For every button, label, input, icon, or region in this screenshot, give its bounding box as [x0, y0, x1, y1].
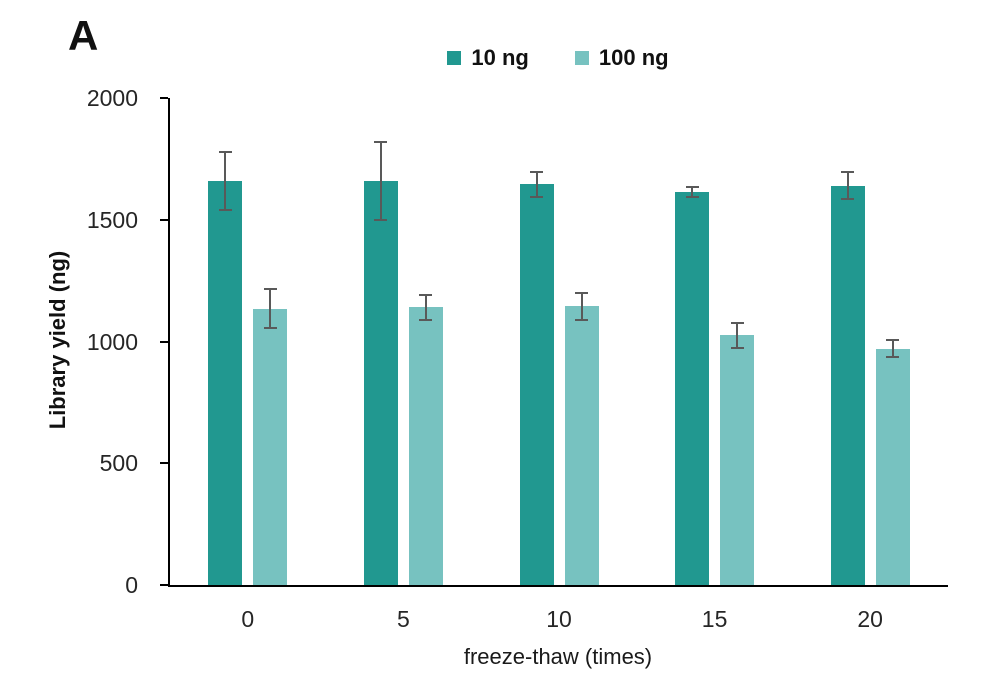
error-bar-cap-top	[374, 140, 388, 143]
legend-item-100ng: 100 ng	[574, 45, 669, 71]
legend-swatch-100ng	[574, 51, 589, 65]
legend: 10 ng 100 ng	[168, 45, 948, 71]
error-bar-cap-bottom	[685, 195, 699, 198]
error-bar-cap-top	[218, 150, 232, 153]
error-bar-line	[691, 186, 694, 197]
error-bar-line	[269, 289, 272, 329]
error-bar-cap-top	[575, 291, 588, 294]
x-tick-label: 15	[701, 606, 728, 632]
y-axis-tick	[160, 340, 168, 343]
error-bar-cap-top	[886, 339, 900, 342]
error-bar-cap-bottom	[374, 218, 388, 221]
error-bar-cap-bottom	[263, 327, 277, 330]
error-bar-line	[736, 323, 739, 348]
bar-100ng	[720, 335, 755, 585]
bar-10ng	[519, 184, 554, 585]
panel-label: A	[68, 12, 99, 59]
error-bar-cap-bottom	[886, 356, 900, 359]
bar-100ng	[564, 306, 599, 585]
legend-label-10ng: 10 ng	[471, 45, 529, 70]
x-tick-label: 0	[241, 606, 255, 632]
y-tick-label: 2000	[86, 85, 138, 111]
error-bar-line	[846, 172, 849, 200]
bar-10ng	[363, 180, 398, 585]
error-bar-line	[580, 292, 583, 320]
error-bar-line	[424, 295, 427, 320]
y-tick-label: 500	[99, 450, 138, 477]
error-bar-cap-top	[685, 185, 699, 188]
x-tick-label: 20	[857, 606, 883, 632]
bar-10ng	[675, 191, 710, 585]
error-bar-cap-bottom	[530, 195, 543, 198]
plot-area: 0 500 1000 1500 2000 0 5 10 15 20	[87, 85, 948, 632]
y-axis-tick	[160, 462, 168, 465]
legend-label-100ng: 100 ng	[598, 45, 669, 70]
error-bar-cap-top	[530, 171, 543, 174]
x-axis-title: freeze-thaw (times)	[463, 644, 653, 669]
error-bar-line	[891, 340, 894, 358]
error-bar-line	[224, 151, 227, 210]
legend-swatch-10ng	[447, 51, 462, 65]
y-axis-tick	[160, 97, 168, 99]
error-bar-line	[535, 172, 538, 197]
bar-10ng	[830, 185, 865, 585]
y-axis-tick	[160, 584, 168, 586]
bar-10ng	[208, 180, 243, 585]
y-tick-label: 1500	[86, 206, 138, 233]
y-axis-tick	[160, 218, 168, 221]
bar-100ng	[408, 307, 443, 585]
error-bar-cap-bottom	[419, 318, 433, 321]
x-tick-label: 10	[546, 606, 572, 632]
error-bar-cap-top	[841, 171, 855, 174]
error-bar-cap-bottom	[730, 346, 744, 349]
legend-item-10ng: 10 ng	[447, 45, 529, 71]
x-tick-label: 5	[396, 606, 410, 632]
error-bar-line	[379, 141, 382, 220]
error-bar-cap-top	[419, 294, 433, 297]
error-bar-cap-top	[730, 322, 744, 325]
error-bar-cap-bottom	[218, 209, 232, 211]
error-bar-cap-bottom	[575, 318, 588, 321]
error-bar-cap-top	[263, 288, 277, 291]
bar-100ng	[875, 348, 910, 585]
error-bar-cap-bottom	[841, 198, 855, 201]
y-axis-title: Library yield (ng)	[45, 250, 70, 430]
y-tick-label: 0	[125, 572, 138, 598]
bar-100ng	[253, 308, 288, 585]
y-tick-label: 1000	[86, 328, 138, 355]
